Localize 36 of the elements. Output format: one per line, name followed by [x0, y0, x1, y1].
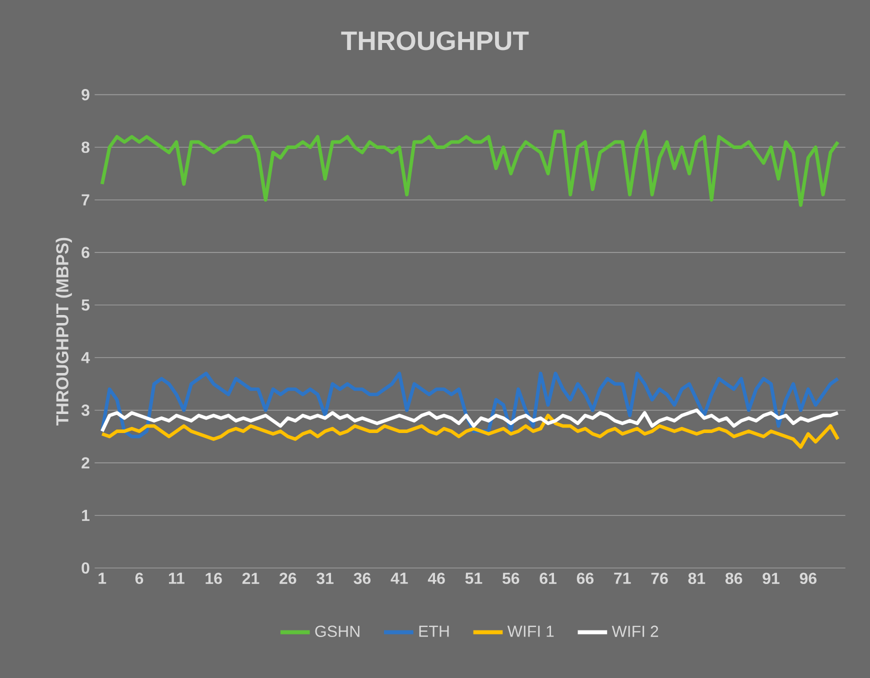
x-tick-label: 41: [390, 572, 408, 584]
x-tick-label: 26: [280, 572, 296, 584]
x-tick-label: 91: [762, 572, 780, 584]
y-tick-label: 9: [82, 89, 90, 100]
x-tick-label: 66: [576, 572, 594, 584]
legend-label: WIFI 2: [612, 626, 658, 637]
x-tick-label: 1: [98, 572, 106, 584]
x-tick-label: 36: [354, 572, 371, 584]
y-tick-label: 8: [82, 142, 90, 153]
y-axis-title: THROUGHPUT (MBPS): [56, 238, 72, 426]
x-tick-label: 51: [465, 572, 482, 584]
chart-title: THROUGHPUT: [341, 31, 529, 50]
legend-label: ETH: [419, 626, 449, 637]
x-tick-label: 61: [540, 572, 556, 584]
y-tick-label: 6: [82, 246, 90, 258]
x-tick-label: 16: [206, 572, 222, 584]
y-tick-label: 3: [81, 404, 90, 416]
x-tick-label: 21: [242, 572, 260, 584]
x-tick-label: 81: [688, 572, 706, 584]
x-tick-label: 96: [800, 572, 817, 584]
y-tick-label: 0: [82, 562, 90, 574]
y-tick-label: 7: [82, 194, 90, 206]
y-tick-label: 2: [82, 457, 90, 468]
y-tick-label: 5: [82, 299, 90, 311]
legend-label: GSHN: [315, 626, 360, 637]
x-tick-label: 86: [725, 572, 742, 584]
y-tick-label: 1: [82, 510, 90, 521]
x-tick-label: 76: [651, 572, 668, 584]
x-tick-label: 31: [316, 572, 334, 584]
x-tick-label: 46: [428, 572, 445, 584]
x-tick-label: 11: [168, 572, 184, 584]
y-tick-label: 4: [81, 352, 90, 364]
x-tick-label: 6: [135, 572, 144, 584]
x-tick-label: 56: [502, 572, 520, 584]
x-tick-label: 71: [614, 572, 631, 584]
legend-label: WIFI 1: [507, 626, 554, 637]
